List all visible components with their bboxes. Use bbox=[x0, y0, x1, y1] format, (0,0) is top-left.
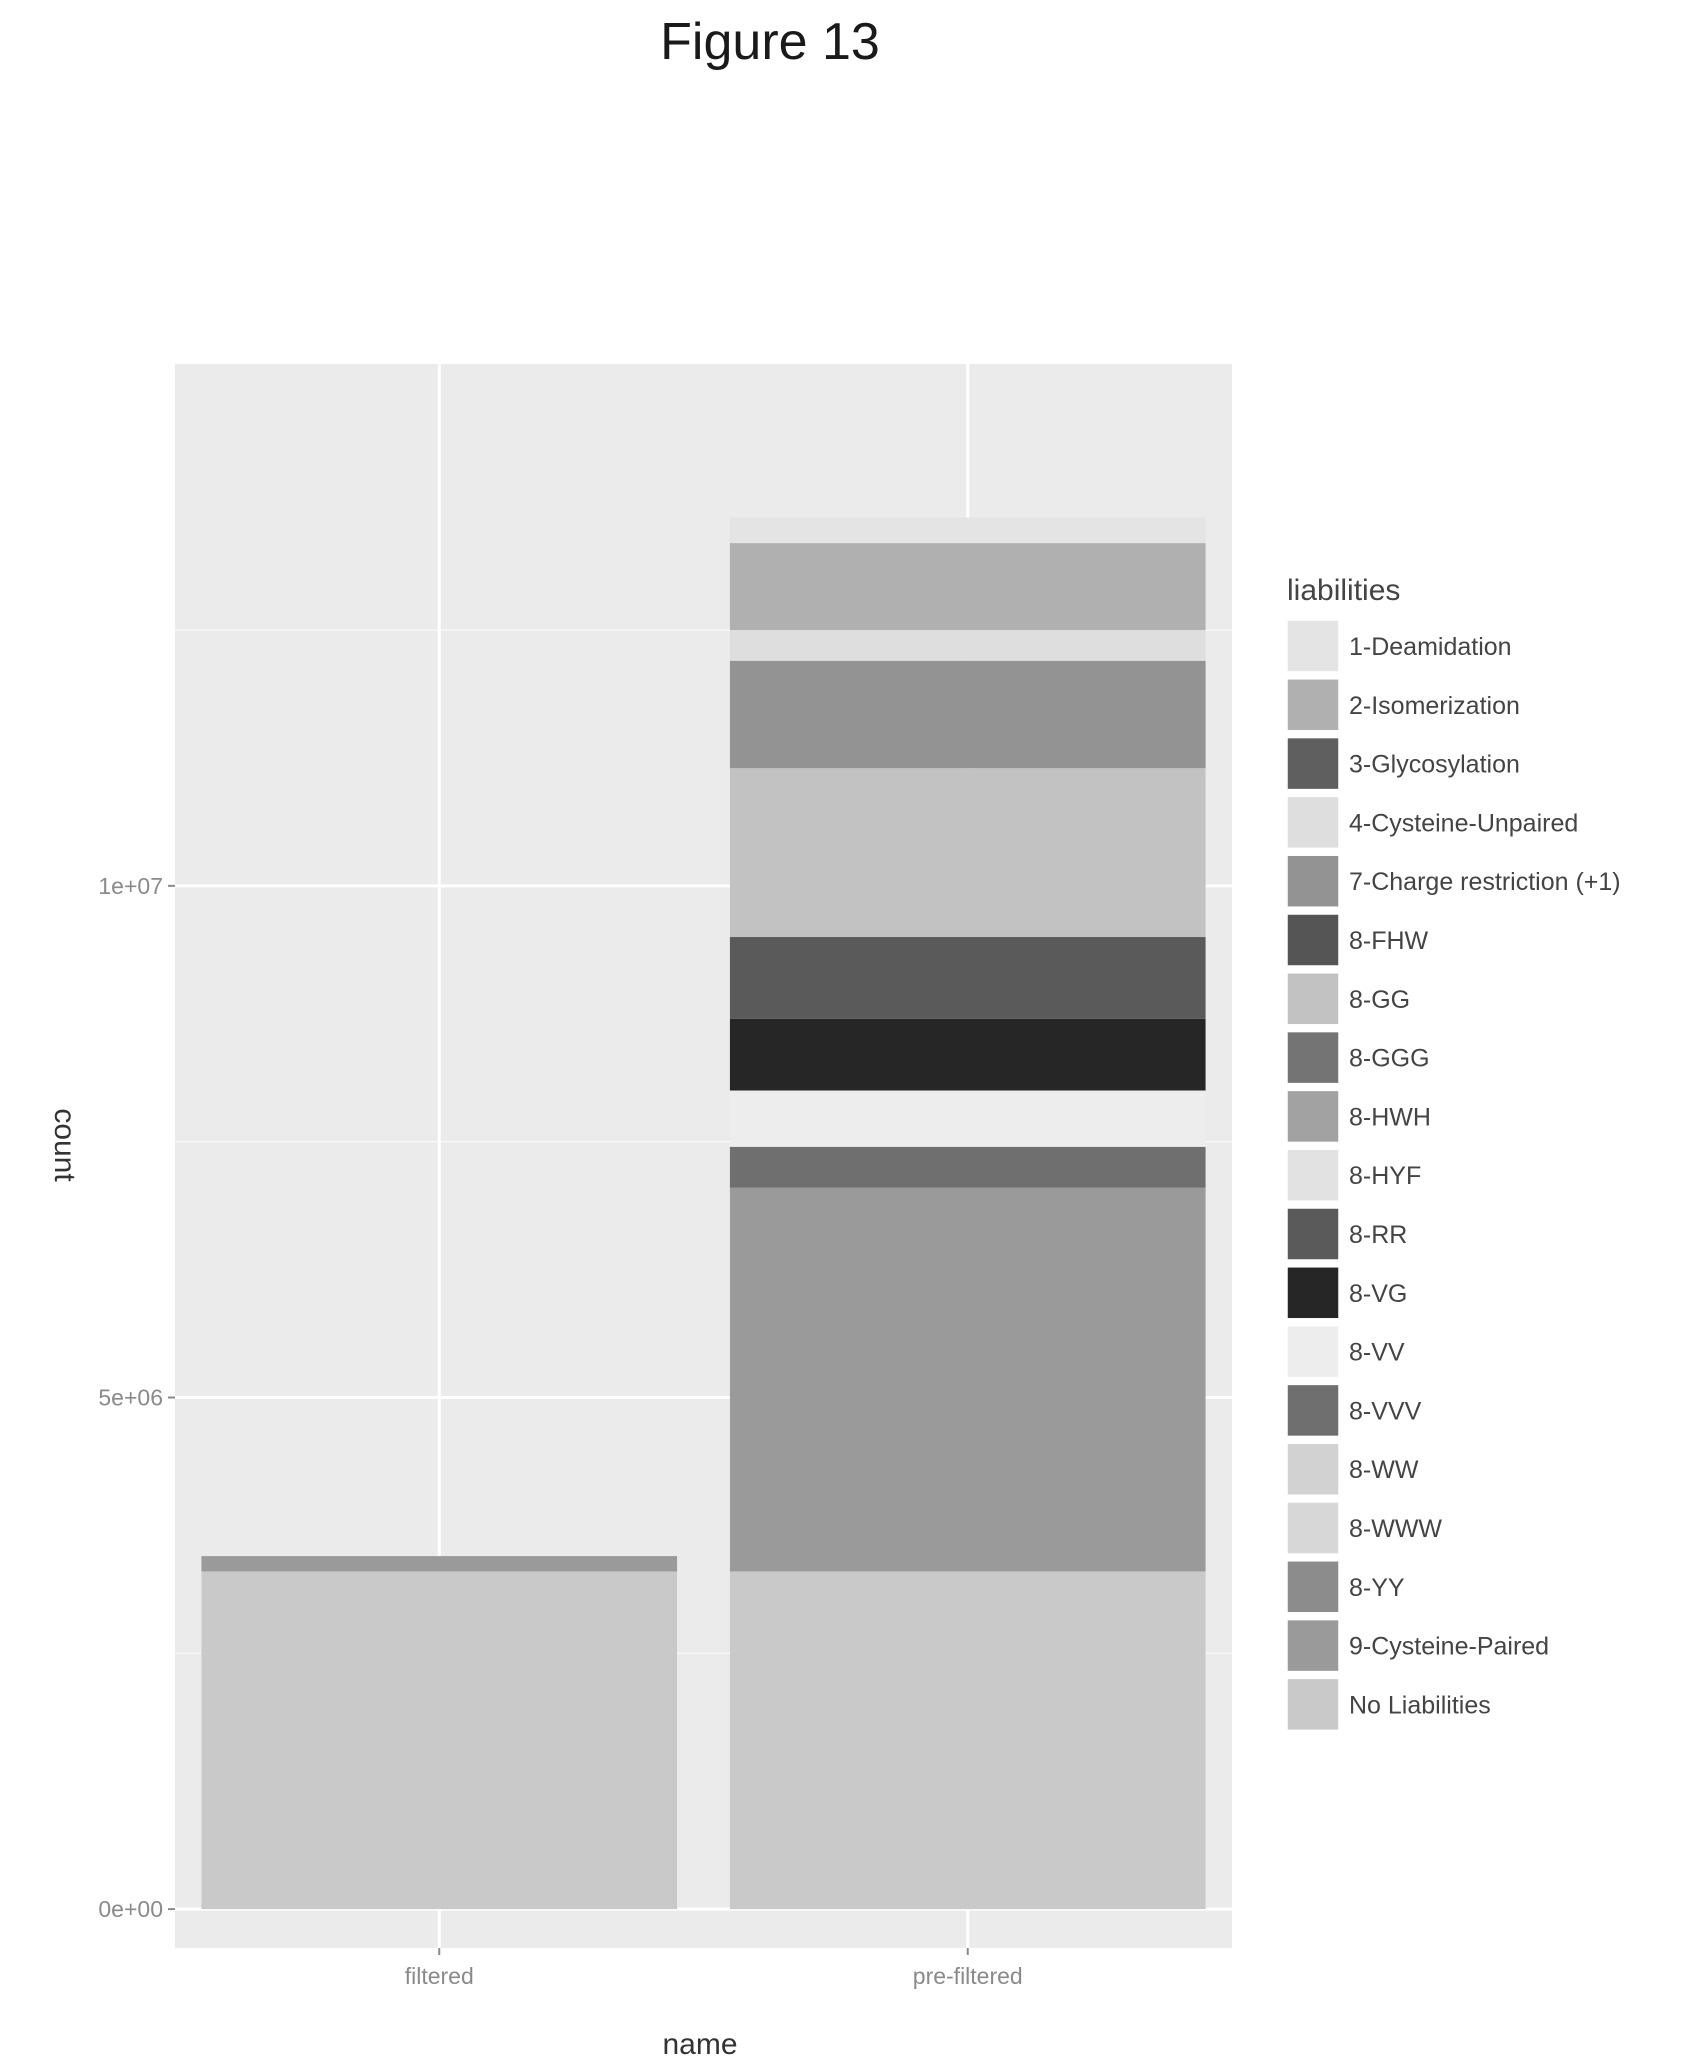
legend-label: 8-HYF bbox=[1349, 1162, 1421, 1190]
bar-segment bbox=[729, 1018, 1206, 1091]
legend-label: 8-RR bbox=[1349, 1221, 1407, 1249]
legend-key bbox=[1286, 972, 1340, 1026]
legend-key bbox=[1286, 1089, 1340, 1144]
x-axis-title: name bbox=[662, 2028, 737, 2061]
legend-label: 8-VG bbox=[1349, 1280, 1407, 1308]
legend-key bbox=[1286, 1383, 1340, 1438]
legend-label: 8-VVV bbox=[1349, 1397, 1422, 1425]
y-tick-label: 5e+06 bbox=[98, 1384, 163, 1410]
legend-label: 1-Deamidation bbox=[1349, 633, 1512, 661]
legend-label: 8-WW bbox=[1349, 1456, 1419, 1484]
x-axis: filtered pre-filtered bbox=[405, 1948, 1023, 1989]
bar-segment bbox=[729, 1146, 1206, 1188]
bar-segment bbox=[729, 768, 1206, 938]
legend-key bbox=[1286, 1207, 1340, 1261]
bar-segment bbox=[729, 543, 1206, 631]
legend-key bbox=[1286, 854, 1340, 908]
x-tick-label: pre-filtered bbox=[913, 1963, 1023, 1989]
legend-label: 8-YY bbox=[1349, 1574, 1405, 1602]
legend-key bbox=[1286, 1324, 1340, 1379]
legend-key bbox=[1286, 1030, 1340, 1085]
legend-label: 2-Isomerization bbox=[1349, 692, 1520, 720]
bar-segment bbox=[729, 517, 1206, 544]
bar-segment bbox=[201, 1556, 678, 1572]
legend-title: liabilities bbox=[1287, 574, 1400, 607]
legend-key bbox=[1286, 1677, 1340, 1732]
legend-key bbox=[1286, 1442, 1340, 1496]
legend-label: No Liabilities bbox=[1349, 1691, 1491, 1719]
legend-key bbox=[1286, 619, 1340, 673]
legend-key bbox=[1286, 1266, 1340, 1320]
x-tick-label: filtered bbox=[405, 1963, 474, 1989]
bar-segment bbox=[729, 1571, 1206, 1910]
bar-segment bbox=[729, 660, 1206, 769]
legend-label: 8-VV bbox=[1349, 1339, 1405, 1367]
legend-label: 4-Cysteine-Unpaired bbox=[1349, 809, 1578, 837]
bar-segment bbox=[729, 1187, 1206, 1572]
y-axis: 0e+00 5e+06 1e+07 bbox=[98, 873, 175, 1922]
y-tick-label: 1e+07 bbox=[98, 873, 163, 899]
legend-key bbox=[1286, 1618, 1340, 1673]
legend-key bbox=[1286, 736, 1340, 791]
legend-key bbox=[1286, 1148, 1340, 1202]
legend-label: 3-Glycosylation bbox=[1349, 751, 1520, 779]
legend-label: 8-GGG bbox=[1349, 1045, 1430, 1073]
bar-segment bbox=[729, 937, 1206, 1019]
legend-label: 8-WWW bbox=[1349, 1515, 1442, 1543]
bar-layer bbox=[201, 517, 1206, 1910]
figure-title: Figure 13 bbox=[660, 13, 880, 71]
y-tick-label: 0e+00 bbox=[98, 1896, 163, 1922]
y-axis-title: count bbox=[48, 1108, 81, 1182]
legend-key bbox=[1286, 1501, 1340, 1555]
legend-label: 8-HWH bbox=[1349, 1103, 1431, 1131]
legend-label: 8-FHW bbox=[1349, 927, 1429, 955]
bar-segment bbox=[729, 1090, 1206, 1147]
bar-segment bbox=[201, 1571, 678, 1910]
legend-label: 9-Cysteine-Paired bbox=[1349, 1633, 1549, 1661]
legend-label: 8-GG bbox=[1349, 986, 1410, 1014]
legend-key bbox=[1286, 678, 1340, 732]
legend-key bbox=[1286, 795, 1340, 850]
legend-key bbox=[1286, 913, 1340, 967]
legend-label: 7-Charge restriction (+1) bbox=[1349, 868, 1621, 896]
bar-segment bbox=[729, 630, 1206, 661]
legend: 1-Deamidation 2-Isomerization 3-Glycosylat… bbox=[1286, 619, 1621, 1732]
legend-key bbox=[1286, 1560, 1340, 1614]
